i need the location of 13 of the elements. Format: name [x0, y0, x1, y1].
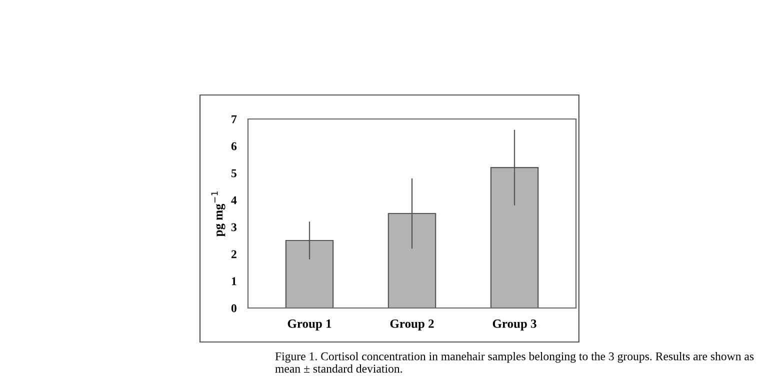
y-tick-label: 7 [232, 115, 237, 124]
x-tick-label: Group 3 [492, 320, 536, 330]
y-axis-title: pg mg$^{−1}$ [211, 191, 226, 237]
x-tick-label: Group 2 [390, 320, 434, 330]
caption: Figure 1. Cortisol concentration in manehair samples belonging to the 3 groups. Results are shown as mean ± standard deviation. [275, 352, 754, 373]
y-tick-label: 2 [231, 250, 236, 258]
y-tick-label: 1 [232, 277, 236, 286]
y-tick-label: 0 [231, 304, 236, 312]
y-tick-label: 4 [231, 196, 237, 204]
y-tick-label: 5 [231, 169, 236, 178]
x-tick-label: Group 1 [288, 320, 332, 330]
y-tick-label: 6 [231, 142, 237, 150]
y-tick-label: 3 [231, 223, 236, 232]
